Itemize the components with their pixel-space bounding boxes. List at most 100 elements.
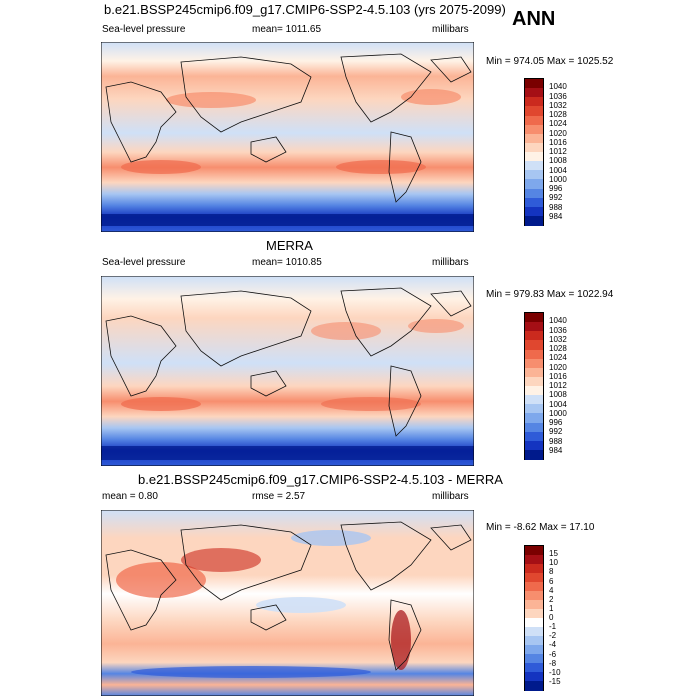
colorbar-tick-label: 1036 <box>549 91 567 101</box>
colorbar-swatch <box>525 654 543 664</box>
panel3-southern-ocean-anomaly <box>131 666 371 678</box>
colorbar-swatch <box>525 358 543 369</box>
colorbar-tick-label: 1000 <box>549 174 567 184</box>
colorbar-swatch <box>525 331 543 341</box>
panel1-sh-high-right <box>336 160 426 174</box>
colorbar-tick-label: -15 <box>549 676 561 686</box>
colorbar-swatch <box>525 322 543 332</box>
colorbar-tick-label: 0 <box>549 613 554 622</box>
colorbar-tick-label: -8 <box>549 658 557 668</box>
panel3-asia-anomaly <box>181 548 261 572</box>
colorbar-tick-label: 1016 <box>549 371 567 381</box>
panel1-coastlines <box>105 53 472 203</box>
panel3-mean-label: mean = 0.80 <box>102 491 158 502</box>
colorbar-tick-label: 1032 <box>549 334 567 344</box>
colorbar-swatch <box>525 197 543 208</box>
colorbar-swatch <box>525 546 543 556</box>
colorbar-tick-label: 1040 <box>549 82 567 92</box>
panel2-colorbar-swatches <box>524 312 544 460</box>
panel2-coastlines <box>105 287 472 437</box>
panel2-nh-high-right <box>408 319 464 333</box>
colorbar-tick-label: 1024 <box>549 353 567 363</box>
colorbar-tick-label: -10 <box>549 667 561 677</box>
colorbar-tick-label: 1020 <box>549 128 567 138</box>
colorbar-tick-label: 10 <box>549 558 558 568</box>
panel1-minmax-label: Min = 974.05 Max = 1025.52 <box>486 56 614 67</box>
panel3-colorbar-labels: 15 10 8 6 4 2 1 0 -1 -2 -4 -6 -8 -10 -15 <box>549 545 589 691</box>
panel2-sh-high-left <box>121 397 201 411</box>
panel1-colorbar-swatches <box>524 78 544 226</box>
panel3-tropical-pacific-anomaly <box>256 597 346 613</box>
panel1-southern-low-band <box>101 214 474 226</box>
panel1-sh-high-left <box>121 160 201 174</box>
colorbar-swatch <box>525 188 543 199</box>
colorbar-tick-label: -4 <box>549 640 557 650</box>
panel1-nh-high-right <box>401 89 461 105</box>
colorbar-tick-label: 1 <box>549 603 554 613</box>
colorbar-tick-label: 1004 <box>549 165 567 175</box>
panel1-colorbar-labels: 1040 1036 1032 1028 1024 1020 1016 1012 1008 1004… <box>549 78 589 226</box>
colorbar-tick-label: 984 <box>549 211 563 221</box>
colorbar-tick-label: 992 <box>549 193 563 203</box>
colorbar-tick-label: 1004 <box>549 399 567 409</box>
panel3-minmax-label: Min = -8.62 Max = 17.10 <box>486 522 595 533</box>
colorbar-swatch <box>525 672 543 682</box>
colorbar-swatch <box>525 152 543 162</box>
colorbar-tick-label: 988 <box>549 202 563 212</box>
colorbar-swatch <box>525 386 543 396</box>
colorbar-swatch <box>525 627 543 637</box>
colorbar-swatch <box>525 422 543 433</box>
panel3-units-label: millibars <box>432 491 469 502</box>
colorbar-tick-label: 15 <box>549 549 558 559</box>
panel1-units-label: millibars <box>432 24 469 35</box>
panel3-africa-anomaly <box>116 562 206 598</box>
colorbar-tick-label: 992 <box>549 427 563 437</box>
colorbar-tick-label: 1040 <box>549 316 567 326</box>
colorbar-swatch <box>525 367 543 378</box>
panel2-colorbar <box>524 312 544 460</box>
panel2-colorbar-labels: 1040 1036 1032 1028 1024 1020 1016 1012 1008 1004… <box>549 312 589 460</box>
colorbar-swatch <box>525 413 543 423</box>
colorbar-swatch <box>525 340 543 350</box>
colorbar-tick-label: 988 <box>549 436 563 446</box>
colorbar-swatch <box>525 609 543 619</box>
panel1-nh-high-left <box>166 92 256 108</box>
colorbar-swatch <box>525 206 543 217</box>
colorbar-tick-label: -1 <box>549 622 557 632</box>
colorbar-swatch <box>525 97 543 107</box>
colorbar-swatch <box>525 395 543 405</box>
colorbar-tick-label: 1032 <box>549 100 567 110</box>
colorbar-swatch <box>525 645 543 655</box>
panel3-map <box>101 510 474 696</box>
panel3-rmse-label: rmse = 2.57 <box>252 491 306 502</box>
colorbar-tick-label: -2 <box>549 631 557 641</box>
colorbar-tick-label: 1012 <box>549 147 567 156</box>
panel3-title: b.e21.BSSP245cmip6.f09_g17.CMIP6-SSP2-4.… <box>138 472 503 487</box>
colorbar-tick-label: 1020 <box>549 362 567 372</box>
panel2-map <box>101 276 474 466</box>
panel2-mean-label: mean= 1010.85 <box>252 257 322 268</box>
colorbar-swatch <box>525 681 543 691</box>
colorbar-swatch <box>525 313 543 323</box>
colorbar-swatch <box>525 161 543 171</box>
colorbar-swatch <box>525 582 543 592</box>
colorbar-tick-label: 4 <box>549 585 554 595</box>
panel1-variable-label: Sea-level pressure <box>102 24 186 35</box>
colorbar-swatch <box>525 133 543 144</box>
colorbar-swatch <box>525 440 543 451</box>
colorbar-tick-label: 1008 <box>549 156 567 166</box>
colorbar-tick-label: 1016 <box>549 137 567 147</box>
colorbar-swatch <box>525 573 543 583</box>
colorbar-swatch <box>525 555 543 565</box>
colorbar-tick-label: 996 <box>549 184 563 193</box>
colorbar-swatch <box>525 115 543 126</box>
colorbar-swatch <box>525 404 543 414</box>
panel3-colorbar-swatches <box>524 545 544 691</box>
colorbar-swatch <box>525 79 543 89</box>
panel3-north-pacific-anomaly <box>291 530 371 546</box>
colorbar-tick-label: 2 <box>549 594 554 604</box>
panel2-southern-low-band <box>101 446 474 460</box>
panel3-coastlines <box>105 521 472 671</box>
colorbar-tick-label: 1028 <box>549 344 567 353</box>
season-label: ANN <box>512 8 556 30</box>
